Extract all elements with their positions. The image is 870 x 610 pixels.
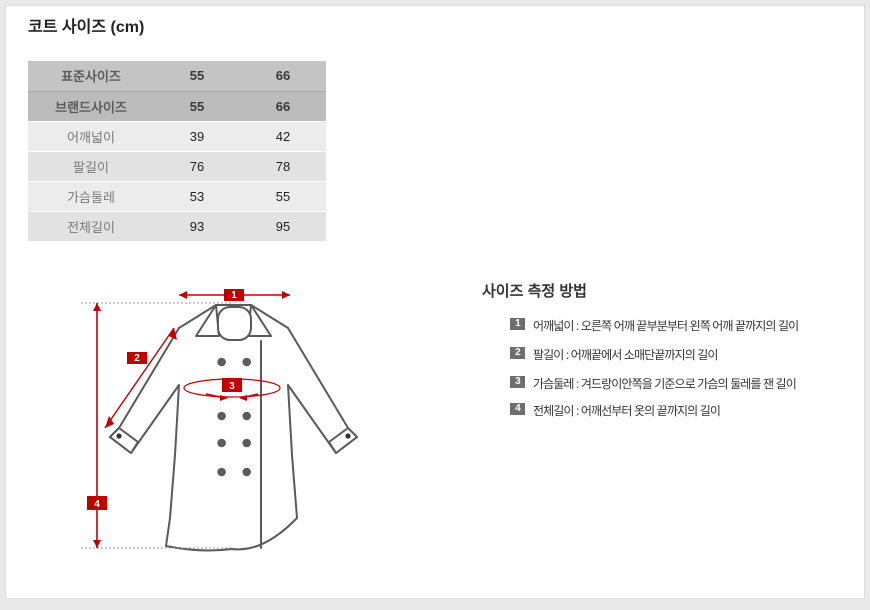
svg-text:3: 3 [229, 381, 235, 392]
svg-text:4: 4 [94, 499, 100, 510]
svg-text:2: 2 [134, 353, 140, 364]
svg-text:1: 1 [231, 290, 237, 301]
